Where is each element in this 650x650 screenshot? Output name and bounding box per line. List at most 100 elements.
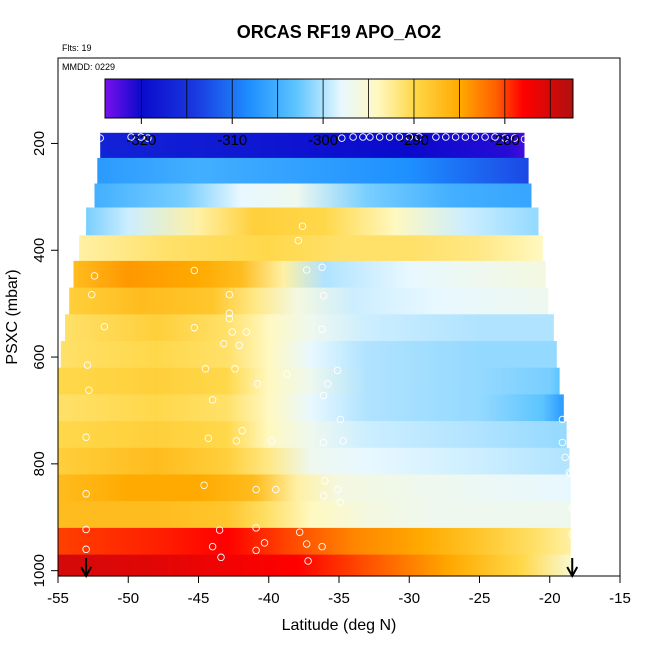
observation-point (190, 266, 199, 275)
observation-point (442, 133, 450, 141)
observation-point (295, 528, 304, 536)
observation-point (252, 546, 260, 555)
observation-point (318, 542, 326, 551)
observation-point (481, 133, 489, 141)
observation-point (82, 525, 90, 534)
observation-point (83, 361, 92, 369)
observation-point (510, 134, 519, 142)
y-tick-label: 1000 (31, 554, 48, 587)
observation-point (339, 437, 347, 445)
observation-point (451, 133, 460, 141)
heatmap-band (58, 447, 570, 476)
observation-point (318, 325, 326, 334)
observation-point (228, 328, 236, 336)
observation-point (471, 133, 480, 141)
y-axis-label: PSXC (mbar) (4, 269, 21, 364)
x-tick-label: -20 (539, 590, 561, 607)
observation-point (225, 314, 234, 323)
colorbar-tick-label: -310 (217, 132, 247, 149)
observation-point (272, 485, 280, 494)
observation-point (567, 469, 575, 478)
colorbar-tick-label: -300 (308, 132, 338, 149)
x-tick-label: -15 (609, 590, 631, 607)
observation-point (204, 434, 213, 442)
heatmap-band (86, 207, 539, 236)
observation-point (220, 339, 228, 348)
y-axis: 200 400 600 800 1000 (31, 131, 58, 587)
flights-annotation: Flts: 19 (62, 43, 92, 53)
observation-point (253, 380, 262, 388)
x-tick-label: -50 (117, 590, 139, 607)
observation-point (319, 492, 328, 500)
observation-point (405, 133, 414, 141)
x-tick-label: -25 (469, 590, 491, 607)
observation-point (232, 437, 241, 445)
observation-point (215, 526, 224, 534)
observation-point (319, 291, 328, 300)
observation-point (208, 542, 217, 551)
observation-point (231, 365, 239, 373)
observation-point (137, 133, 145, 141)
colorbar: -320 -310 -300 -290 -280 (104, 78, 574, 149)
observation-point (333, 485, 342, 494)
observation-point (385, 133, 394, 141)
observation-point (565, 468, 574, 477)
observation-point (238, 426, 246, 435)
heatmap-band (65, 314, 554, 342)
observation-point (252, 485, 260, 494)
heatmap-band (58, 394, 564, 422)
x-tick-label: -45 (188, 590, 210, 607)
heatmap-band (94, 183, 532, 209)
observation-point (294, 236, 303, 245)
observation-point (225, 290, 234, 299)
observation-point (304, 557, 312, 565)
observation-point (432, 133, 440, 141)
x-tick-label: -55 (47, 590, 69, 607)
observation-point (319, 438, 328, 447)
observation-point (90, 272, 99, 280)
observation-point (87, 290, 96, 299)
heatmap-bands (58, 132, 571, 577)
observation-point (82, 545, 90, 554)
observation-point (333, 366, 342, 375)
heatmap-band (69, 287, 549, 315)
observation-point (395, 133, 404, 141)
observation-point (375, 133, 384, 141)
observation-point (96, 134, 104, 142)
observation-point (225, 309, 234, 318)
y-tick-label: 800 (31, 451, 48, 476)
observation-point (242, 328, 251, 336)
observation-point (520, 135, 529, 143)
observation-point (200, 481, 208, 489)
colorbar-tick-label: -290 (399, 132, 429, 149)
colorbar-gradient (104, 78, 574, 119)
observation-point (302, 540, 311, 548)
heatmap-band (60, 341, 557, 369)
observation-point (501, 134, 509, 142)
observation-point (568, 503, 576, 512)
observation-point (260, 539, 269, 547)
heatmap-band (97, 157, 529, 185)
observation-point (235, 341, 243, 350)
observation-point (324, 380, 332, 388)
observation-point (461, 133, 470, 141)
mmdd-annotation: MMDD: 0229 (62, 62, 115, 72)
observation-point (319, 391, 328, 400)
observation-points (82, 133, 576, 565)
heatmap-band (73, 260, 546, 289)
observation-point (190, 323, 199, 332)
heatmap-band (58, 367, 560, 395)
y-tick-label: 600 (31, 345, 48, 370)
heatmap-band (100, 132, 525, 159)
observation-point (336, 415, 345, 424)
observation-point (366, 133, 374, 141)
observation-point (127, 133, 135, 141)
observation-point (338, 134, 346, 142)
observation-point (100, 322, 109, 331)
observation-point (336, 498, 345, 507)
observation-point (558, 415, 567, 424)
observation-point (283, 370, 291, 378)
observation-point (201, 365, 210, 373)
observation-point (558, 438, 567, 447)
